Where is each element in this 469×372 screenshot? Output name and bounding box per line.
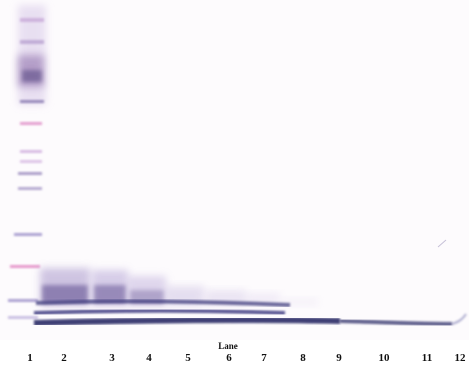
lane-label-12: 12 [454,352,466,364]
lane-label-1: 1 [27,352,33,364]
marker-ladder-lane-1 [8,5,46,319]
membrane-artifact [437,239,447,248]
lane-label-9: 9 [336,352,342,364]
protein-bands [33,299,467,326]
lane-label-5: 5 [185,352,191,364]
lane-label-6: 6 [226,352,232,364]
lane-label-2: 2 [61,352,67,364]
lane-label-11: 11 [421,352,433,364]
lane-axis-title: Lane [218,341,238,351]
lane-label-10: 10 [378,352,390,364]
western-blot-membrane [8,5,467,326]
lane-label-3: 3 [109,352,115,364]
lane-label-4: 4 [146,352,152,364]
lane-label-8: 8 [300,352,306,364]
lane-label-7: 7 [261,352,267,364]
